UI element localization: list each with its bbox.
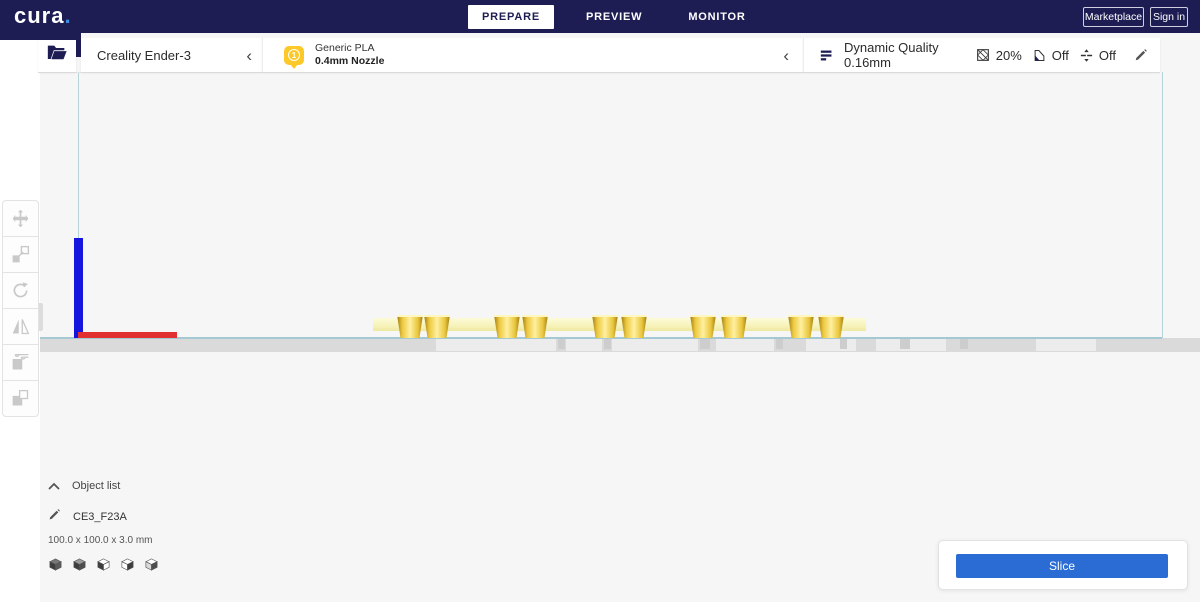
- printer-selector[interactable]: Creality Ender-3 ‹: [81, 38, 262, 72]
- view-top-button[interactable]: [96, 557, 120, 577]
- slice-button[interactable]: Slice: [956, 554, 1168, 578]
- marketplace-button[interactable]: Marketplace: [1083, 7, 1144, 27]
- object-panel: Object list CE3_F23A 100.0 x 100.0 x 3.0…: [48, 477, 168, 575]
- plate-reflection: [558, 338, 565, 349]
- plate-reflection: [700, 338, 710, 349]
- view-left-button[interactable]: [120, 557, 144, 577]
- model-knob[interactable]: [621, 315, 647, 338]
- view-front-icon: [72, 557, 87, 577]
- view-presets: [48, 557, 168, 577]
- rename-pencil-icon: [48, 508, 61, 526]
- support-icon: [1032, 48, 1047, 63]
- plate-reflection: [612, 338, 698, 351]
- tab-prepare[interactable]: PREPARE: [468, 4, 554, 29]
- z-axis-indicator: [74, 238, 83, 338]
- tab-monitor[interactable]: MONITOR: [688, 10, 746, 23]
- panel-handle[interactable]: [38, 303, 43, 331]
- view-right-icon: [144, 557, 159, 577]
- plate-reflection: [566, 338, 602, 351]
- material-collapse-icon[interactable]: ‹: [783, 45, 789, 65]
- toolbar-underline: [38, 72, 1160, 73]
- view-left-icon: [120, 557, 135, 577]
- model-knob[interactable]: [592, 315, 618, 338]
- model-knob[interactable]: [788, 315, 814, 338]
- model-knob[interactable]: [818, 315, 844, 338]
- model-knob[interactable]: [494, 315, 520, 338]
- profile-layers-icon: [818, 47, 835, 64]
- cura-logo: cura.: [14, 3, 72, 28]
- model-knob[interactable]: [397, 315, 423, 338]
- plate-reflection: [716, 338, 774, 351]
- open-folder-icon: [46, 42, 68, 69]
- material-badge-icon: 1: [284, 45, 304, 69]
- mirror-tool[interactable]: [2, 308, 39, 345]
- plate-reflection: [436, 338, 556, 351]
- object-list-toggle[interactable]: Object list: [48, 477, 168, 495]
- rotate-tool[interactable]: [2, 272, 39, 309]
- infill-value: 20%: [995, 47, 1022, 63]
- adhesion-icon: [1079, 48, 1094, 63]
- plate-reflection: [806, 338, 856, 351]
- object-name: CE3_F23A: [73, 511, 127, 523]
- support-value: Off: [1051, 47, 1069, 63]
- header: cura. PREPARE PREVIEW MONITOR Marketplace …: [0, 0, 1200, 33]
- object-dimensions: 100.0 x 100.0 x 3.0 mm: [48, 535, 153, 546]
- plate-reflection: [960, 338, 968, 349]
- plate-reflection: [604, 338, 611, 349]
- profile-label: Dynamic Quality 0.16mm: [844, 40, 939, 70]
- view-right-button[interactable]: [144, 557, 168, 577]
- chevron-up-icon: [48, 477, 60, 495]
- view-top-icon: [96, 557, 111, 577]
- scale-tool[interactable]: [2, 236, 39, 273]
- adhesion-value: Off: [1098, 47, 1116, 63]
- material-type: Generic PLA: [315, 41, 375, 54]
- per-model-settings-tool[interactable]: [2, 344, 39, 381]
- support-blocker-tool[interactable]: [2, 380, 39, 417]
- model-knob[interactable]: [522, 315, 548, 338]
- tool-panel: [2, 200, 39, 417]
- move-tool[interactable]: [2, 200, 39, 237]
- model-knob[interactable]: [690, 315, 716, 338]
- open-file-button[interactable]: [38, 38, 76, 72]
- plate-reflection: [776, 338, 783, 349]
- slice-panel: Slice: [938, 540, 1188, 590]
- plate-reflection: [876, 338, 946, 351]
- logo-dot: .: [64, 3, 72, 28]
- header-notch: [76, 33, 81, 57]
- material-selector[interactable]: 1 Generic PLA 0.4mm Nozzle ‹: [262, 38, 803, 72]
- build-volume-right-edge: [1162, 72, 1163, 338]
- header-extension: [0, 33, 81, 40]
- view-3d-button[interactable]: [48, 557, 72, 577]
- tab-preview[interactable]: PREVIEW: [585, 10, 643, 23]
- printer-collapse-icon[interactable]: ‹: [246, 45, 252, 65]
- model-knob[interactable]: [721, 315, 747, 338]
- plate-reflection: [900, 338, 910, 349]
- sign-in-button[interactable]: Sign in: [1150, 7, 1188, 27]
- object-list-label: Object list: [72, 480, 121, 492]
- x-axis-indicator: [78, 332, 177, 338]
- infill-icon: [975, 47, 991, 63]
- print-settings-selector[interactable]: Dynamic Quality 0.16mm 20% Off Off: [803, 38, 1160, 72]
- material-nozzle: 0.4mm Nozzle: [315, 55, 385, 67]
- build-volume-left-edge: [78, 72, 79, 338]
- object-name-row[interactable]: CE3_F23A: [48, 508, 168, 526]
- header-tabs: PREPARE PREVIEW MONITOR: [468, 0, 778, 33]
- view-front-button[interactable]: [72, 557, 96, 577]
- model-knob[interactable]: [424, 315, 450, 338]
- viewport[interactable]: [40, 33, 1200, 602]
- plate-reflection: [840, 338, 847, 349]
- plate-reflection: [1036, 338, 1096, 351]
- printer-name: Creality Ender-3: [97, 47, 191, 63]
- edit-settings-pencil-icon[interactable]: [1134, 48, 1148, 62]
- view-3d-icon: [48, 557, 63, 577]
- build-plate-line: [40, 337, 1162, 339]
